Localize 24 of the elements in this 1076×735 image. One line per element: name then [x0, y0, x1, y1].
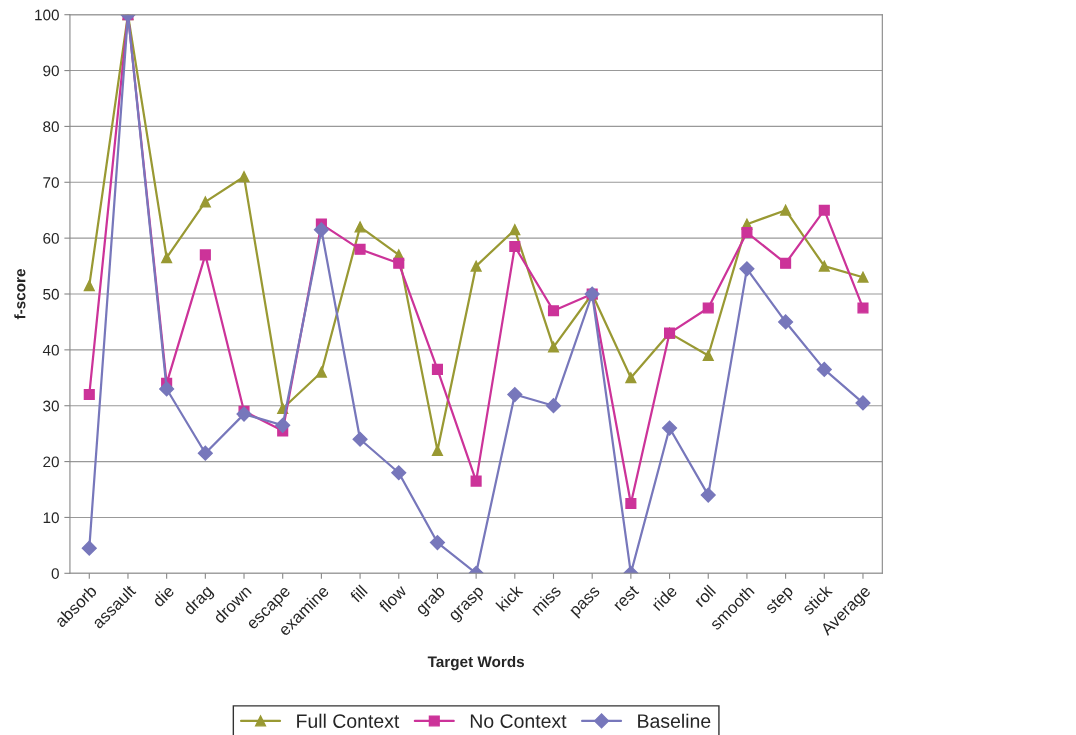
x-tick-label: ride [650, 584, 678, 612]
y-tick-label: 0 [51, 568, 59, 579]
y-tick-label: 80 [43, 121, 59, 133]
y-tick-label: 10 [43, 512, 59, 524]
x-tick-label: rest [612, 584, 640, 612]
y-tick-label: 70 [43, 177, 59, 188]
x-tick-label: drag [182, 584, 216, 618]
x-tick-label: kick [495, 583, 524, 612]
legend-label: Baseline [638, 713, 711, 728]
y-tick-label: 50 [43, 288, 59, 300]
x-tick-label: fill [349, 584, 368, 604]
y-axis-title: f-score [14, 269, 26, 320]
x-tick-label: step [764, 585, 797, 617]
x-axis-title: Target Words [427, 655, 525, 671]
legend-label: No Context [470, 714, 567, 728]
x-tick-label: flow [377, 583, 408, 614]
y-tick-label: 40 [42, 344, 59, 356]
y-tick-label: 60 [43, 233, 59, 244]
y-tick-label: 20 [43, 456, 59, 468]
legend-label: Full Context [297, 713, 400, 728]
y-tick-label: 30 [43, 400, 59, 412]
y-tick-label: 100 [35, 9, 59, 21]
y-tick-label: 90 [43, 65, 59, 77]
x-tick-label: die [151, 584, 175, 608]
